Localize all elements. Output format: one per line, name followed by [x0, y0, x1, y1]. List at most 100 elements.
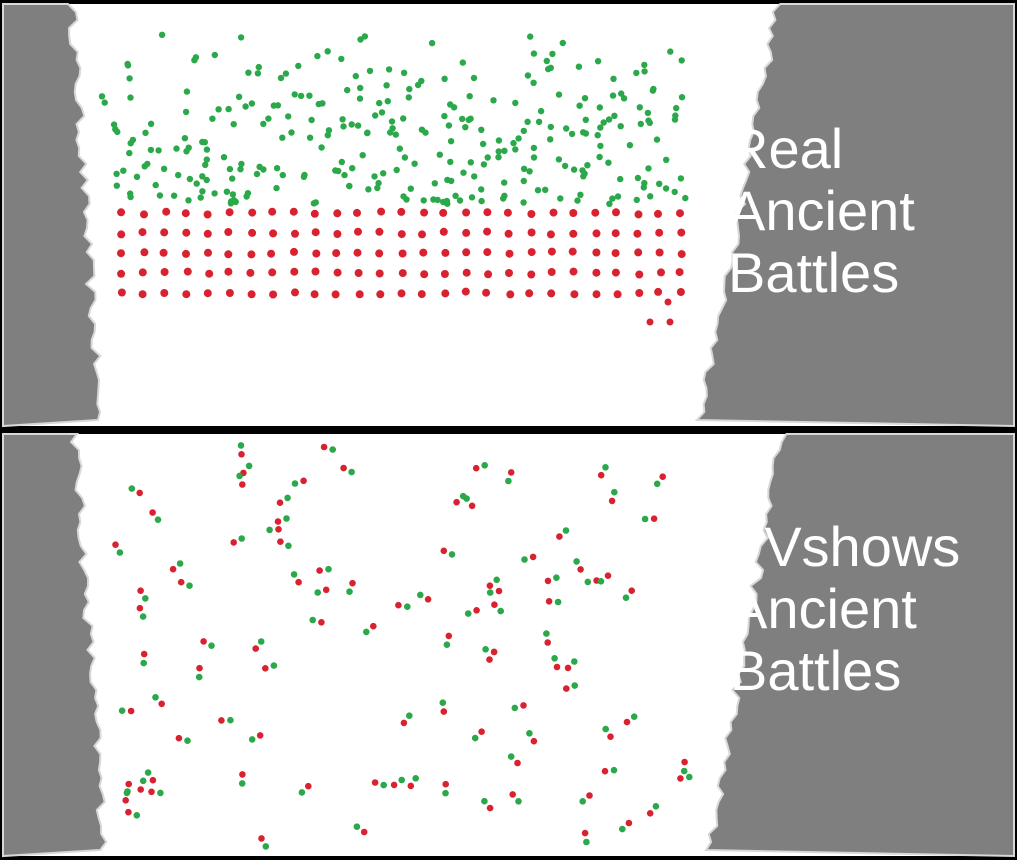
- soldier-green: [243, 193, 250, 200]
- soldier-green: [501, 147, 508, 154]
- soldier-red: [310, 290, 319, 299]
- soldier-green: [524, 118, 531, 126]
- soldier-red: [441, 248, 450, 257]
- soldier-green: [295, 62, 302, 70]
- soldier-green: [501, 179, 508, 186]
- soldier-green: [447, 138, 455, 145]
- soldier-green: [340, 123, 347, 130]
- soldier-green: [442, 789, 449, 797]
- soldier-green: [116, 549, 124, 556]
- soldier-green: [215, 106, 222, 113]
- soldier-red: [203, 210, 212, 219]
- soldier-green: [297, 92, 305, 100]
- soldier-green: [555, 156, 563, 163]
- soldier-red: [291, 229, 299, 238]
- soldier-red: [484, 270, 493, 279]
- soldier-green: [352, 72, 359, 80]
- soldier-green: [495, 137, 503, 144]
- soldier-red: [556, 533, 563, 540]
- soldier-green: [229, 175, 236, 182]
- soldier-red: [117, 208, 126, 217]
- soldier-red: [440, 708, 448, 715]
- soldier-green: [573, 558, 580, 565]
- soldier-green: [622, 594, 630, 601]
- soldier-green: [440, 198, 447, 206]
- soldier-green: [641, 68, 648, 75]
- soldier-green: [237, 166, 244, 173]
- soldier-green: [430, 196, 437, 203]
- soldier-green: [274, 102, 282, 109]
- soldier-green: [463, 495, 470, 502]
- soldier-red: [160, 289, 169, 297]
- soldier-red: [331, 290, 340, 299]
- soldier-red: [657, 268, 665, 277]
- soldier-green: [559, 39, 566, 47]
- soldier-red: [290, 247, 298, 256]
- soldier-green: [557, 195, 564, 202]
- soldier-red: [218, 717, 225, 724]
- soldier-green: [407, 185, 414, 192]
- soldier-red: [505, 269, 513, 277]
- soldier-green: [510, 139, 517, 147]
- soldier-green: [232, 198, 239, 205]
- soldier-green: [521, 556, 528, 563]
- soldier-green: [371, 173, 378, 180]
- soldier-red: [611, 268, 620, 277]
- soldier-green: [448, 551, 456, 558]
- soldier-green: [124, 788, 131, 795]
- soldier-green: [359, 152, 366, 159]
- soldier-green: [400, 115, 407, 122]
- soldier-green: [98, 93, 106, 100]
- soldier-red: [483, 248, 492, 257]
- soldier-green: [484, 154, 491, 161]
- soldier-red: [332, 249, 341, 258]
- soldier-red: [169, 565, 177, 573]
- soldier-red: [125, 780, 132, 788]
- soldier-green: [140, 659, 147, 667]
- soldier-red: [162, 207, 171, 216]
- soldier-green: [647, 193, 654, 200]
- soldier-red: [262, 665, 269, 672]
- soldier-green: [412, 775, 420, 782]
- soldier-green: [478, 197, 485, 205]
- soldier-green: [428, 39, 436, 47]
- soldier-green: [265, 115, 272, 122]
- soldier-green: [291, 480, 299, 487]
- soldier-red: [547, 268, 556, 276]
- soldier-green: [238, 780, 246, 787]
- soldier-green: [479, 140, 487, 148]
- soldier-red: [491, 601, 498, 608]
- caption-line: Ancient: [730, 577, 917, 640]
- soldier-red: [239, 771, 246, 778]
- soldier-red: [462, 268, 471, 277]
- soldier-green: [505, 477, 512, 485]
- soldier-red: [675, 268, 684, 277]
- soldier-green: [543, 57, 550, 65]
- soldier-green: [175, 171, 182, 179]
- soldier-green: [466, 93, 473, 100]
- soldier-green: [155, 147, 162, 154]
- soldier-red: [353, 248, 362, 257]
- soldier-green: [512, 146, 519, 153]
- soldier-green: [448, 177, 455, 185]
- soldier-green: [644, 109, 652, 117]
- soldier-green: [511, 704, 519, 712]
- soldier-green: [184, 737, 191, 744]
- soldier-green: [401, 154, 409, 161]
- soldier-green: [329, 446, 337, 453]
- soldier-green: [385, 66, 393, 73]
- soldier-green: [255, 63, 262, 71]
- soldier-green: [441, 75, 448, 83]
- soldier-red: [316, 567, 323, 574]
- soldier-green: [452, 192, 459, 199]
- soldier-green: [139, 613, 147, 620]
- soldier-red: [248, 208, 257, 217]
- soldier-green: [338, 55, 345, 63]
- soldier-green: [617, 123, 624, 130]
- soldier-red: [569, 229, 578, 238]
- soldier-green: [183, 88, 191, 95]
- soldier-green: [209, 115, 216, 122]
- soldier-red: [570, 290, 579, 299]
- soldier-green: [193, 180, 200, 187]
- soldier-red: [654, 209, 662, 218]
